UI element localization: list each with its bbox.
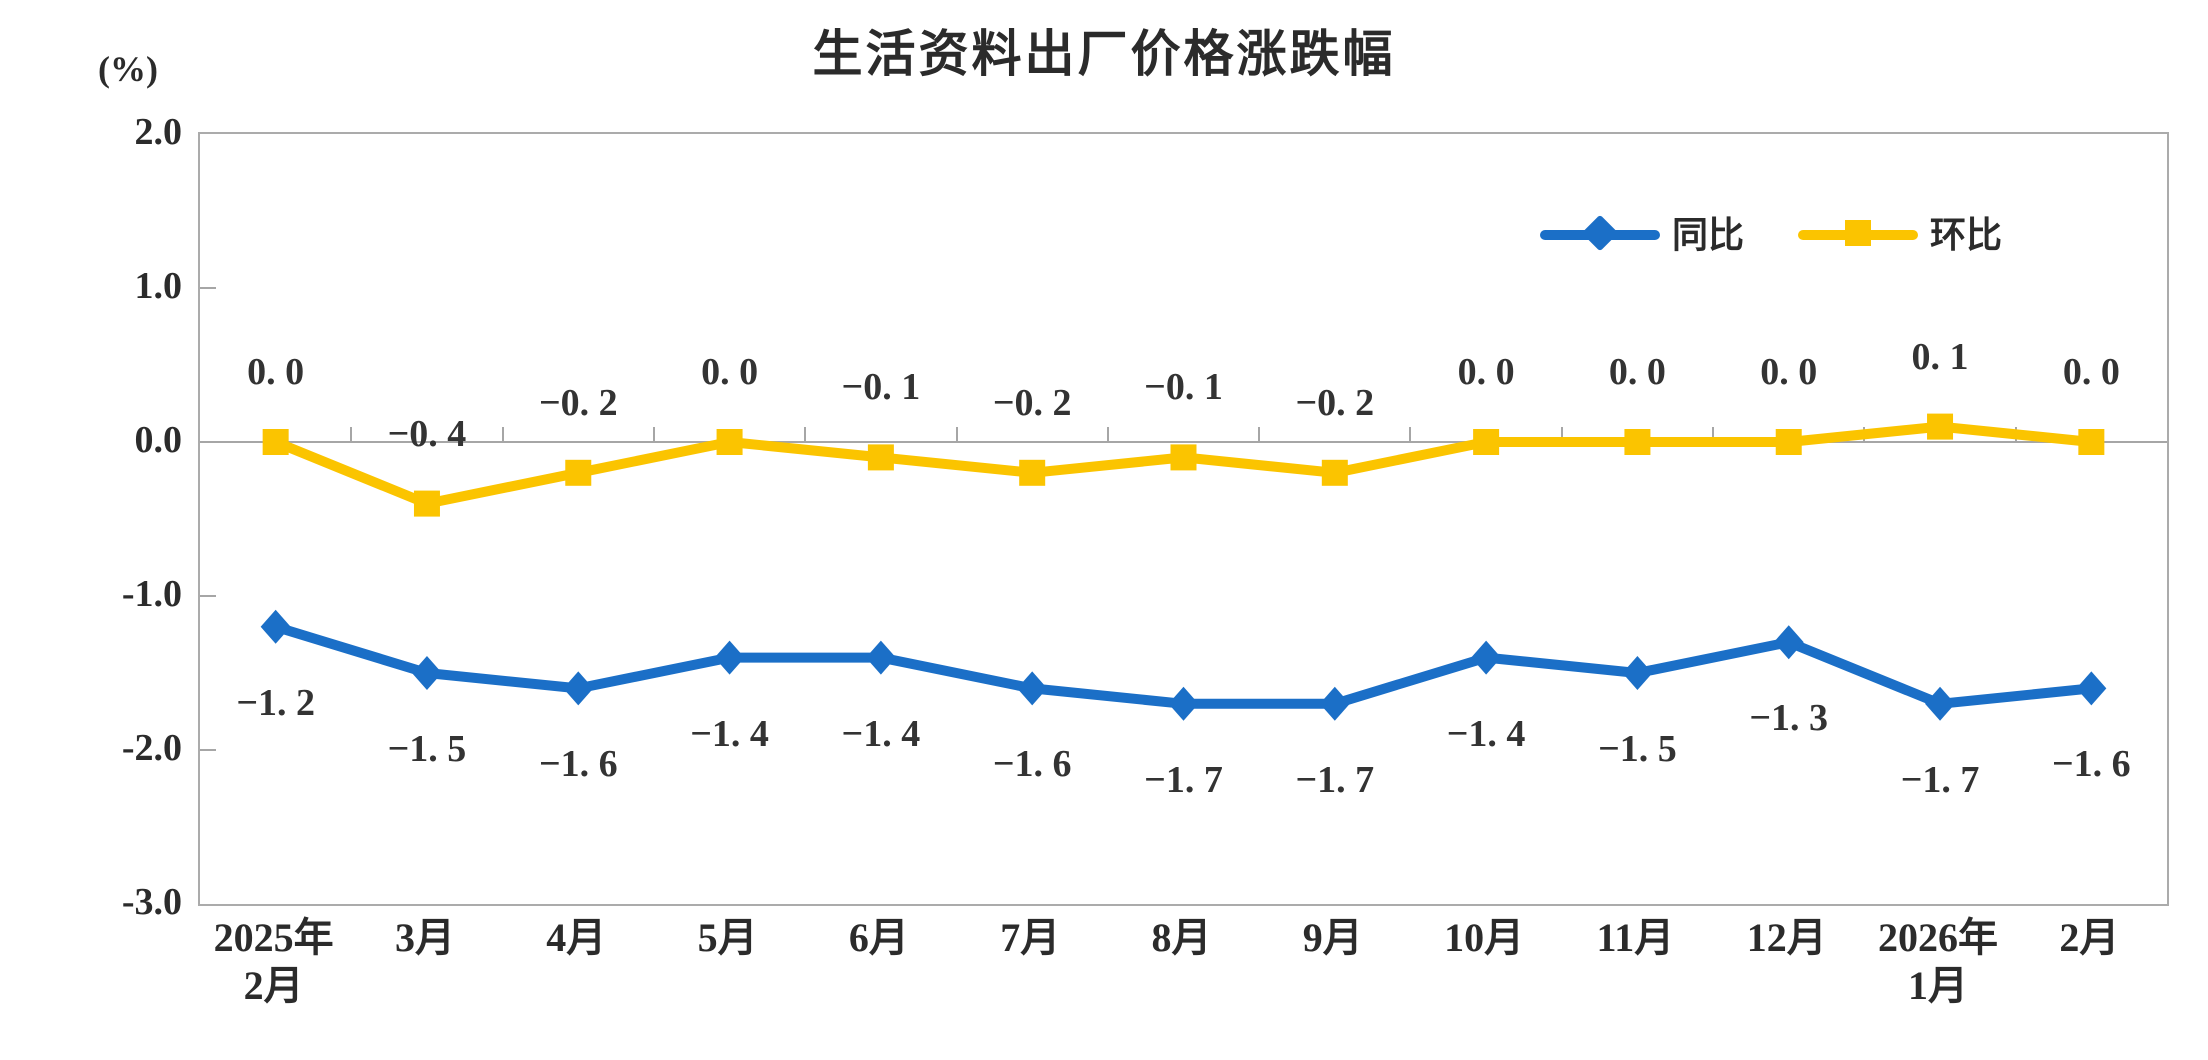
- legend-label-huanbi: 环比: [1930, 215, 2003, 255]
- data-label-环比: 0. 0: [1760, 351, 1818, 393]
- legend-label-tongbi: 同比: [1672, 215, 1745, 255]
- data-label-环比: 0. 0: [701, 351, 759, 393]
- data-label-同比: −1. 6: [992, 743, 1072, 786]
- diamond-marker: [1471, 640, 1502, 675]
- data-label-同比: −1. 2: [236, 681, 315, 724]
- data-label-同比: −1. 7: [1295, 758, 1375, 801]
- square-marker: [565, 459, 592, 486]
- square-marker: [1473, 429, 1500, 455]
- x-axis-label: 9月: [1302, 915, 1363, 960]
- x-axis-tick: [1560, 427, 1563, 442]
- data-label-环比: −0. 1: [1144, 366, 1223, 409]
- y-axis-tick: [200, 595, 216, 597]
- data-label-环比: 0. 0: [2062, 351, 2120, 393]
- data-label-环比: −0. 1: [841, 366, 921, 409]
- data-label-同比: −1. 4: [690, 712, 769, 755]
- x-axis-tick: [955, 427, 958, 442]
- y-axis-label: -3.0: [121, 881, 182, 923]
- x-axis-label: 3月: [394, 915, 455, 960]
- x-axis-label: 4月: [546, 915, 607, 960]
- square-marker: [867, 444, 894, 471]
- diamond-marker: [714, 640, 745, 675]
- diamond-marker: [1168, 686, 1199, 721]
- square-marker: [262, 429, 289, 455]
- square-marker: [1321, 459, 1348, 486]
- chart-title: 生活资料出厂价格涨跌幅: [812, 26, 1396, 82]
- data-label-同比: −1. 4: [1446, 712, 1526, 755]
- series-lines: [260, 413, 2107, 721]
- data-label-环比: 0. 0: [1608, 351, 1666, 393]
- x-axis-label: 10月: [1444, 915, 1525, 960]
- x-axis-tick: [804, 427, 807, 442]
- diamond-marker: [411, 656, 442, 690]
- diamond-marker: [1773, 625, 1804, 660]
- x-axis-label: 5月: [697, 915, 758, 960]
- y-axis-label: 2.0: [134, 111, 183, 153]
- square-marker: [1624, 429, 1651, 455]
- y-axis-label: -2.0: [121, 727, 182, 769]
- diamond-marker: [2076, 671, 2107, 706]
- legend-square-marker-icon: [1845, 220, 1871, 246]
- x-axis-label: 2月: [2059, 915, 2120, 960]
- y-axis-label: 0.0: [134, 419, 183, 461]
- square-marker: [716, 429, 743, 455]
- data-label-同比: −1. 5: [1598, 728, 1677, 770]
- y-axis-label: -1.0: [121, 573, 182, 615]
- data-label-环比: 0. 0: [1457, 351, 1515, 393]
- x-axis-tick: [1409, 427, 1412, 442]
- diamond-marker: [1622, 656, 1653, 690]
- y-axis-tick: [200, 287, 216, 289]
- x-axis-tick: [1712, 427, 1715, 442]
- data-label-同比: −1. 4: [841, 712, 921, 755]
- x-axis-label: 2025年 2月: [213, 915, 334, 1008]
- y-axis-tick: [200, 749, 216, 751]
- data-label-环比: −0. 2: [992, 381, 1072, 424]
- data-label-环比: 0. 0: [247, 351, 305, 393]
- diamond-marker: [865, 640, 896, 675]
- x-axis-label: 8月: [1151, 915, 1212, 960]
- x-axis-label: 2026年 1月: [1878, 915, 1999, 1008]
- data-label-环比: −0. 2: [1295, 381, 1375, 424]
- y-axis-label: 1.0: [134, 265, 183, 307]
- diamond-marker: [260, 609, 291, 644]
- square-marker: [2078, 429, 2105, 455]
- data-label-同比: −1. 7: [1144, 758, 1223, 801]
- diamond-marker: [1017, 671, 1048, 706]
- square-marker: [1927, 413, 1954, 440]
- x-axis-tick: [350, 427, 353, 442]
- x-axis-tick: [1106, 427, 1109, 442]
- data-label-同比: −1. 5: [387, 728, 467, 770]
- data-label-同比: −1. 6: [538, 743, 618, 786]
- diamond-marker: [1925, 686, 1956, 721]
- x-axis-label: 6月: [848, 915, 909, 960]
- square-marker: [1775, 429, 1802, 455]
- diamond-marker: [563, 671, 594, 706]
- data-label-同比: −1. 3: [1749, 697, 1829, 740]
- x-axis-tick: [1258, 427, 1261, 442]
- x-axis-label: 12月: [1746, 915, 1827, 960]
- diamond-marker: [1319, 686, 1350, 721]
- data-label-环比: 0. 1: [1911, 335, 1969, 378]
- square-marker: [1170, 444, 1197, 471]
- x-axis-label: 7月: [1000, 915, 1061, 960]
- plot-area: −1. 2 −1. 5 −1. 6 −1. 4 −1. 4 −1. 6 −1. 7 −1. 7…: [198, 132, 2169, 906]
- square-marker: [1019, 459, 1046, 486]
- x-axis-tick: [501, 427, 504, 442]
- square-marker: [413, 490, 440, 517]
- data-label-环比: −0. 4: [387, 412, 467, 455]
- zero-gridline: [200, 441, 2167, 443]
- x-axis-tick: [652, 427, 655, 442]
- data-label-环比: −0. 2: [538, 381, 618, 424]
- y-axis-unit-label: (%): [98, 49, 158, 89]
- data-label-同比: −1. 6: [2052, 743, 2131, 786]
- x-axis-label: 11月: [1596, 915, 1675, 960]
- data-label-同比: −1. 7: [1900, 758, 1980, 801]
